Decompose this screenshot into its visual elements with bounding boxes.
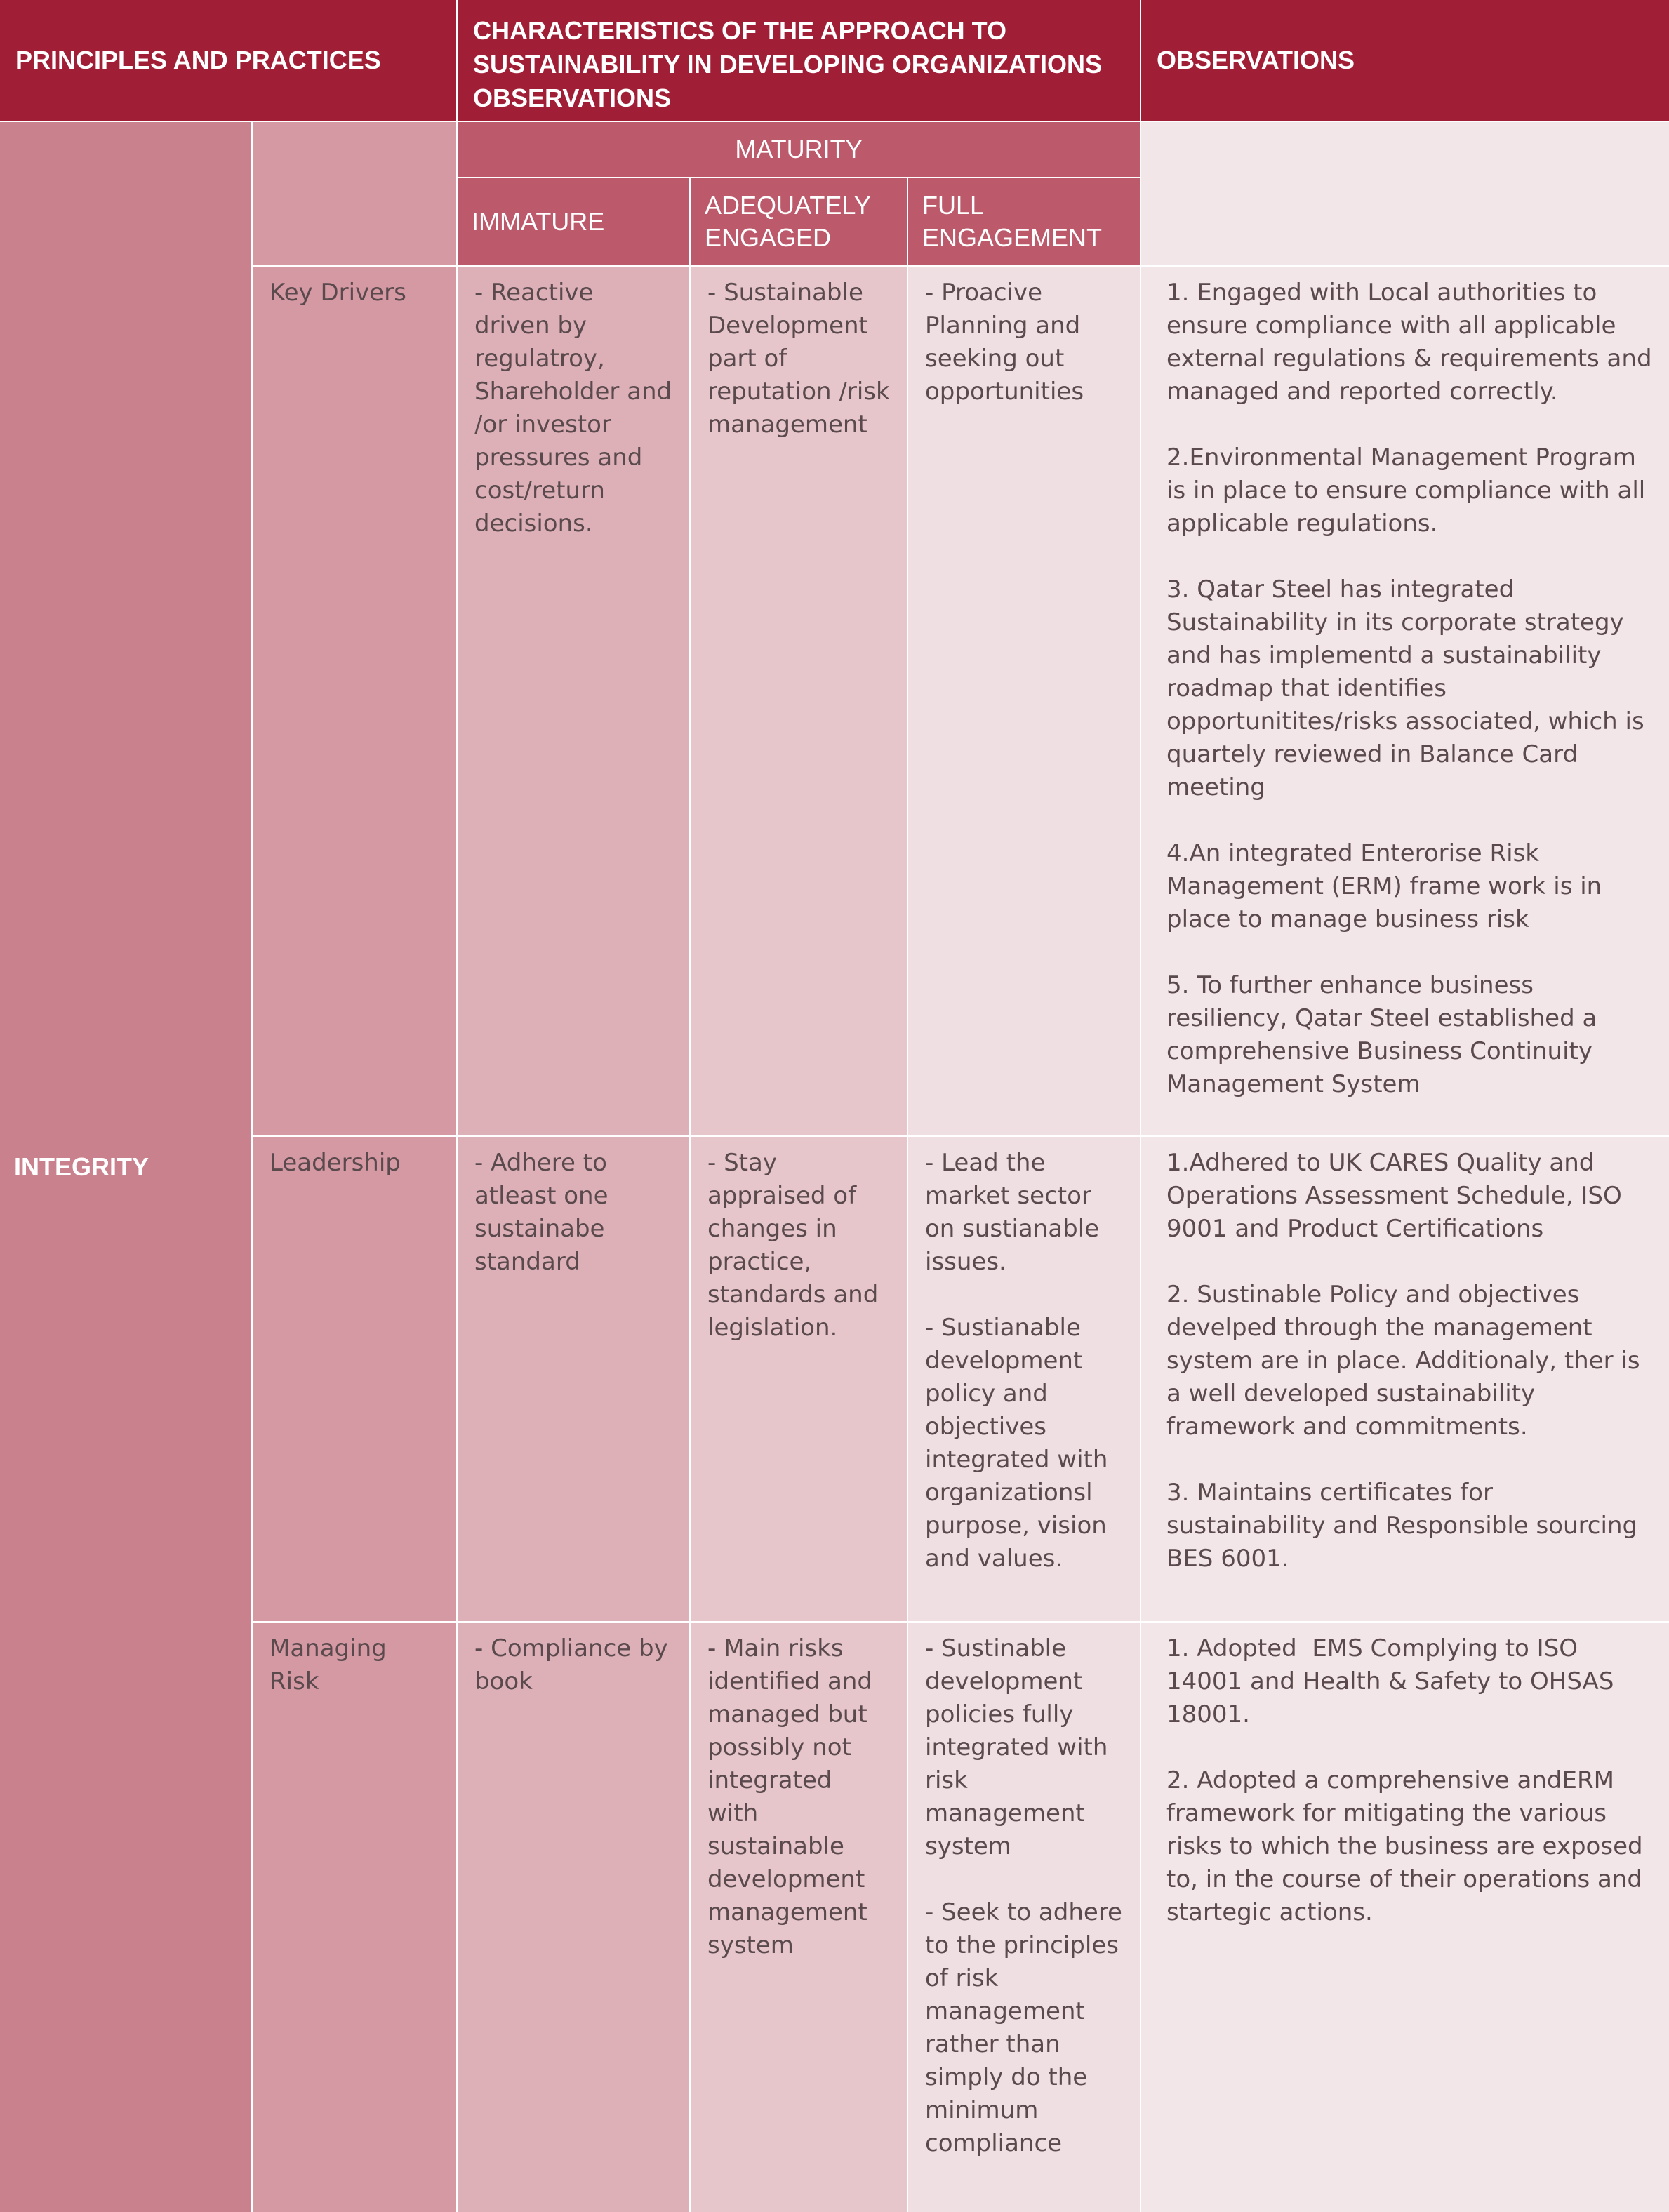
- practice-managing-risk: Managing Risk: [253, 1623, 456, 2212]
- maturity-adequately-engaged-header: ADEQUATELY ENGAGED: [691, 178, 907, 265]
- header-observations: OBSERVATIONS: [1141, 0, 1669, 121]
- leadership-observations: 1.Adhered to UK CARES Quality and Operat…: [1141, 1137, 1669, 1621]
- leadership-adequate: - Stay appraised of changes in practice,…: [691, 1137, 907, 1621]
- cell-text: - Reactive driven by regulatroy, Shareho…: [474, 279, 679, 538]
- cell-text: - Stay appraised of changes in practice,…: [707, 1149, 886, 1342]
- principle-integrity: INTEGRITY: [0, 122, 251, 2212]
- observation-item: 1. Adopted EMS Complying to ISO 14001 an…: [1166, 1634, 1622, 1728]
- observation-item: 2.Environmental Management Program is in…: [1166, 444, 1654, 538]
- observation-item: 2. Adopted a comprehensive andERM framew…: [1166, 1766, 1651, 1926]
- maturity-full-engagement-header: FULL ENGAGEMENT: [908, 178, 1140, 265]
- header-principles-practices: PRINCIPLES AND PRACTICES: [0, 0, 456, 121]
- cell-text: - Sustianable development policy and obj…: [925, 1314, 1116, 1573]
- cell-text: - Sustinable development policies fully …: [925, 1634, 1116, 1860]
- observation-item: 2. Sustinable Policy and objectives deve…: [1166, 1281, 1648, 1441]
- maturity-header: MATURITY: [458, 122, 1140, 177]
- managing-risk-observations: 1. Adopted EMS Complying to ISO 14001 an…: [1141, 1623, 1669, 2212]
- key-drivers-observations: 1. Engaged with Local authorities to ens…: [1141, 267, 1669, 1135]
- key-drivers-adequate: - Sustainable Development part of reputa…: [691, 267, 907, 1135]
- cell-text: - Sustainable Development part of reputa…: [707, 279, 898, 439]
- observation-item: 3. Maintains certificates for sustainabi…: [1166, 1479, 1645, 1573]
- cell-text: - Seek to adhere to the principles of ri…: [925, 1898, 1130, 2157]
- header-characteristics: CHARACTERISTICS OF THE APPROACH TO SUSTA…: [458, 0, 1140, 121]
- practice-label: Managing Risk: [270, 1634, 394, 1695]
- cell-text: - Adhere to atleast one sustainabe stand…: [474, 1149, 616, 1276]
- cell-text: - Proacive Planning and seeking out oppo…: [925, 279, 1089, 406]
- practice-label: Leadership: [270, 1149, 401, 1177]
- observation-item: 4.An integrated Enterorise Risk Manageme…: [1166, 839, 1610, 933]
- observation-item: 5. To further enhance business resilienc…: [1166, 971, 1605, 1098]
- observation-item: 3. Qatar Steel has integrated Sustainabi…: [1166, 575, 1652, 801]
- maturity-immature-header: IMMATURE: [458, 178, 689, 265]
- practice-column-header-filler: [253, 122, 456, 265]
- managing-risk-full: - Sustinable development policies fully …: [908, 1623, 1140, 2212]
- key-drivers-full: - Proacive Planning and seeking out oppo…: [908, 267, 1140, 1135]
- managing-risk-immature: - Compliance by book: [458, 1623, 689, 2212]
- practice-label: Key Drivers: [270, 279, 406, 307]
- cell-text: - Lead the market sector on sustianable …: [925, 1149, 1107, 1276]
- cell-text: - Compliance by book: [474, 1634, 676, 1695]
- observation-item: 1. Engaged with Local authorities to ens…: [1166, 279, 1660, 406]
- observation-item: 1.Adhered to UK CARES Quality and Operat…: [1166, 1149, 1630, 1243]
- managing-risk-adequate: - Main risks identified and managed but …: [691, 1623, 907, 2212]
- leadership-full: - Lead the market sector on sustianable …: [908, 1137, 1140, 1621]
- cell-text: - Main risks identified and managed but …: [707, 1634, 880, 1959]
- observations-header-filler: [1141, 122, 1669, 265]
- practice-leadership: Leadership: [253, 1137, 456, 1621]
- key-drivers-immature: - Reactive driven by regulatroy, Shareho…: [458, 267, 689, 1135]
- practice-key-drivers: Key Drivers: [253, 267, 456, 1135]
- leadership-immature: - Adhere to atleast one sustainabe stand…: [458, 1137, 689, 1621]
